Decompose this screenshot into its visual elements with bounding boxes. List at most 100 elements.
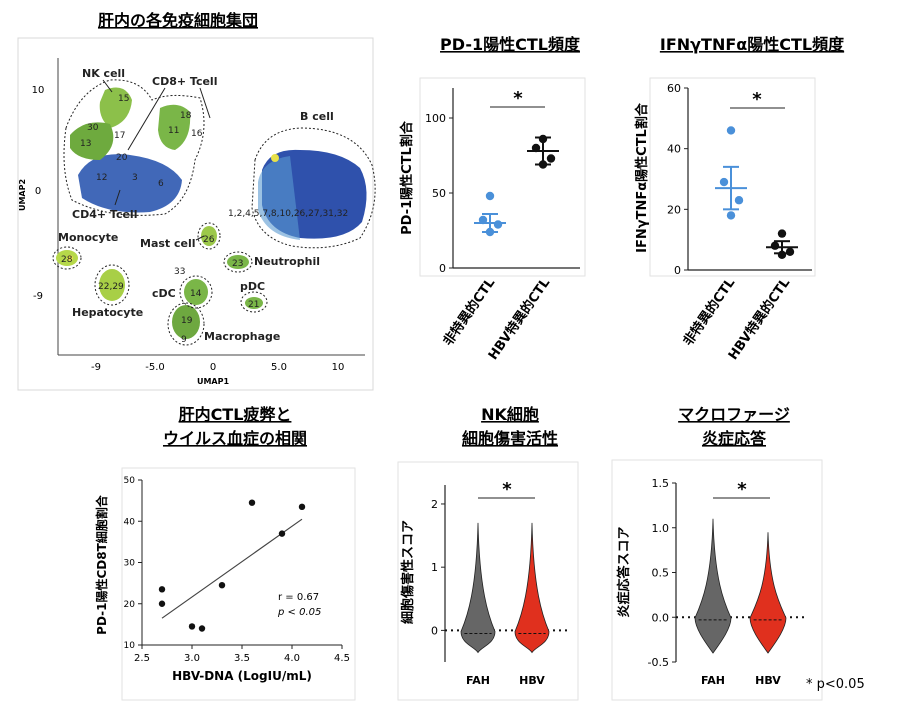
cluster-26: 26	[203, 235, 215, 245]
nk-violin-1	[514, 522, 550, 654]
tcell-density	[78, 154, 182, 213]
ifn-category-0: 非特異的CTL	[680, 275, 738, 349]
ifn-ytick-3: 0	[674, 264, 681, 277]
corr-ytick-3: 20	[124, 600, 136, 610]
label-pdc: pDC	[240, 280, 265, 293]
cluster-17: 17	[114, 131, 125, 141]
nk-title-1: NK細胞	[481, 405, 539, 424]
hepatocyte-density	[99, 269, 125, 301]
corr-ytick-0: 50	[124, 476, 136, 486]
cluster-bcell-list: 1,2,4,5,7,8,10,26,27,31,32	[228, 209, 348, 219]
mac-ytick-3: 0.0	[652, 611, 670, 624]
nk-panel: NK細胞 細胞傷害活性 細胞傷害性スコア 2 1 0 FAH HBV *	[397, 405, 579, 701]
pd1-ylabel: PD-1陽性CTL割合	[399, 120, 415, 235]
label-hepatocyte: Hepatocyte	[72, 306, 143, 319]
cdc-density	[184, 279, 208, 305]
mac-violin-1	[749, 532, 787, 654]
bcell-density-edge	[258, 156, 300, 240]
cd8-pointer-2	[199, 87, 211, 119]
nk-density	[99, 87, 132, 128]
neutrophil-density	[227, 255, 249, 269]
yellow-spot-2	[67, 255, 73, 261]
ifn-point-0-0	[726, 126, 736, 135]
nk-category-1: HBV	[519, 674, 545, 687]
label-nk-cell: NK cell	[82, 67, 125, 80]
mac-title-1: マクロファージ	[678, 405, 790, 424]
cluster-20: 20	[116, 153, 128, 163]
corr-xtick-2: 3.5	[234, 653, 250, 664]
corr-ytick-2: 30	[124, 559, 136, 569]
nk-violin-0	[460, 522, 496, 654]
pd1-sig-star: *	[513, 88, 523, 109]
corr-point-6	[278, 530, 286, 537]
cdc-outline	[179, 275, 213, 309]
nk-sig-star: *	[502, 479, 512, 500]
mac-sig-star: *	[737, 479, 747, 500]
corr-panel: 肝内CTL疲弊と ウイルス血症の相関 PD-1陽性CD8T細胞割合 HBV-DN…	[94, 405, 356, 701]
pdc-outline	[240, 291, 268, 313]
cluster-15: 15	[118, 94, 129, 104]
ifn-point-1-0	[777, 229, 787, 238]
umap-title: 肝内の各免疫細胞集団	[98, 11, 258, 30]
ifn-title: IFNγTNFα陽性CTL頻度	[660, 35, 845, 54]
mac-ytick-0: 1.5	[652, 477, 670, 490]
neutrophil-outline	[223, 251, 253, 273]
corr-annotation-r: r = 0.67	[278, 592, 319, 603]
label-neutrophil: Neutrophil	[254, 255, 320, 268]
mac-ytick-2: 0.5	[652, 567, 670, 580]
pd1-point-1-2	[546, 154, 556, 163]
macrophage-outline	[167, 302, 205, 346]
bcell-outline	[251, 127, 376, 249]
label-mast-cell: Mast cell	[140, 237, 196, 250]
mast-outline	[197, 222, 221, 250]
cluster-23: 23	[232, 259, 243, 269]
cluster-9: 9	[181, 335, 187, 345]
pd1-frame	[419, 77, 586, 277]
label-b-cell: B cell	[300, 110, 334, 123]
cluster-33: 33	[174, 267, 185, 277]
cluster-14: 14	[190, 289, 202, 299]
corr-title-1: 肝内CTL疲弊と	[179, 405, 292, 424]
monocyte-outline	[52, 246, 82, 270]
pd1-point-0-2	[493, 220, 503, 229]
nk-ytick-1: 1	[431, 561, 438, 574]
nk-lower-density	[70, 122, 114, 160]
nk-title-2: 細胞傷害活性	[462, 429, 558, 448]
label-cd4-tcell: CD4+ Tcell	[72, 208, 137, 221]
cluster-28: 28	[61, 255, 73, 265]
umap-ytick-0: 10	[32, 85, 45, 96]
ifn-ylabel: IFNγTNFα陽性CTL割合	[634, 102, 650, 253]
umap-xtick-1: -5.0	[145, 362, 165, 373]
cluster-11: 11	[168, 126, 179, 136]
cd4-pointer	[114, 189, 121, 206]
ifn-point-0-3	[726, 211, 736, 220]
ifn-point-1-1	[770, 241, 780, 250]
ifn-panel: IFNγTNFα陽性CTL頻度 IFNγTNFα陽性CTL割合 6040200 …	[634, 35, 845, 363]
cluster-18: 18	[180, 111, 192, 121]
umap-frame	[17, 37, 374, 391]
corr-xlabel: HBV-DNA (LogIU/mL)	[172, 669, 312, 683]
ifn-sig-star: *	[752, 89, 762, 110]
corr-ytick-4: 10	[124, 641, 136, 651]
umap-xtick-4: 10	[332, 362, 345, 373]
pd1-ytick-1: 50	[432, 187, 446, 200]
cluster-3: 3	[132, 173, 138, 183]
ifn-point-0-1	[719, 177, 729, 187]
corr-point-2	[188, 623, 196, 630]
mac-category-0: FAH	[701, 674, 725, 687]
pd1-ytick-0: 100	[425, 112, 446, 125]
corr-point-4	[218, 581, 226, 589]
corr-fit-line	[161, 518, 303, 619]
corr-xtick-0: 2.5	[134, 653, 150, 664]
corr-annotation-p: p < 0.05	[277, 607, 321, 618]
corr-xtick-4: 4.5	[334, 653, 350, 664]
nk-frame	[397, 461, 579, 701]
nk-ytick-2: 0	[431, 624, 438, 637]
mac-frame	[611, 459, 823, 701]
mast-pointer	[195, 235, 205, 241]
footnote: * p<0.05	[806, 677, 865, 692]
corr-ytick-1: 40	[124, 517, 136, 527]
cluster-13: 13	[80, 139, 91, 149]
